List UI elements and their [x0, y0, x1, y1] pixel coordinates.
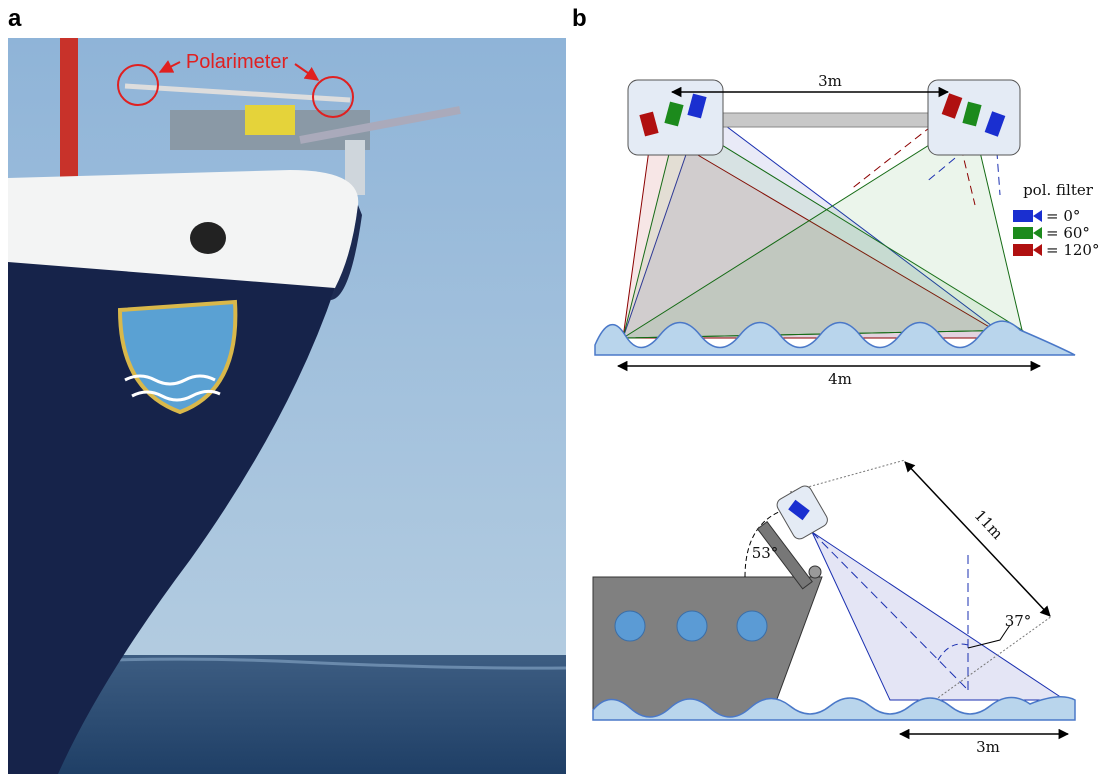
top-diagram [595, 80, 1075, 366]
bottom-diagram-part [737, 611, 767, 641]
legend-part [1033, 227, 1042, 239]
photo [8, 38, 566, 774]
bottom-diagram-part [905, 462, 1050, 616]
angle-label: 53° [752, 544, 779, 562]
legend-part [1013, 227, 1033, 239]
bottom-diagram-part [615, 611, 645, 641]
legend-part [1013, 244, 1033, 256]
page: {"panel_a": {"label": "a", "annotation":… [0, 0, 1099, 774]
annotation-label: Polarimeter [186, 51, 289, 73]
legend-title: pol. filter [1023, 181, 1094, 199]
angle-label: 37° [1005, 612, 1032, 630]
legend [1013, 210, 1042, 256]
legend-part [1013, 210, 1033, 222]
bottom-diagram-part [677, 611, 707, 641]
legend-part [1033, 210, 1042, 222]
legend-entry: = 0° [1046, 207, 1080, 225]
bottom-diagram [593, 460, 1075, 734]
legend-entry: = 120° [1046, 241, 1099, 259]
dimension-label: 3m [976, 738, 1000, 756]
bottom-diagram-part [809, 566, 821, 578]
panel-label: a [8, 5, 22, 32]
figure: a Polarimeter b 3m 4m pol. filter = 0° =… [0, 0, 1099, 774]
bottom-diagram-part [593, 577, 822, 718]
photo-part [245, 105, 295, 135]
top-diagram-part [718, 113, 930, 127]
legend-part [1033, 244, 1042, 256]
photo-part [190, 222, 226, 254]
panel-label: b [572, 5, 587, 32]
legend-entry: = 60° [1046, 224, 1090, 242]
dimension-label: 3m [818, 72, 842, 90]
photo-part [60, 38, 78, 178]
dimension-label: 4m [828, 370, 852, 388]
